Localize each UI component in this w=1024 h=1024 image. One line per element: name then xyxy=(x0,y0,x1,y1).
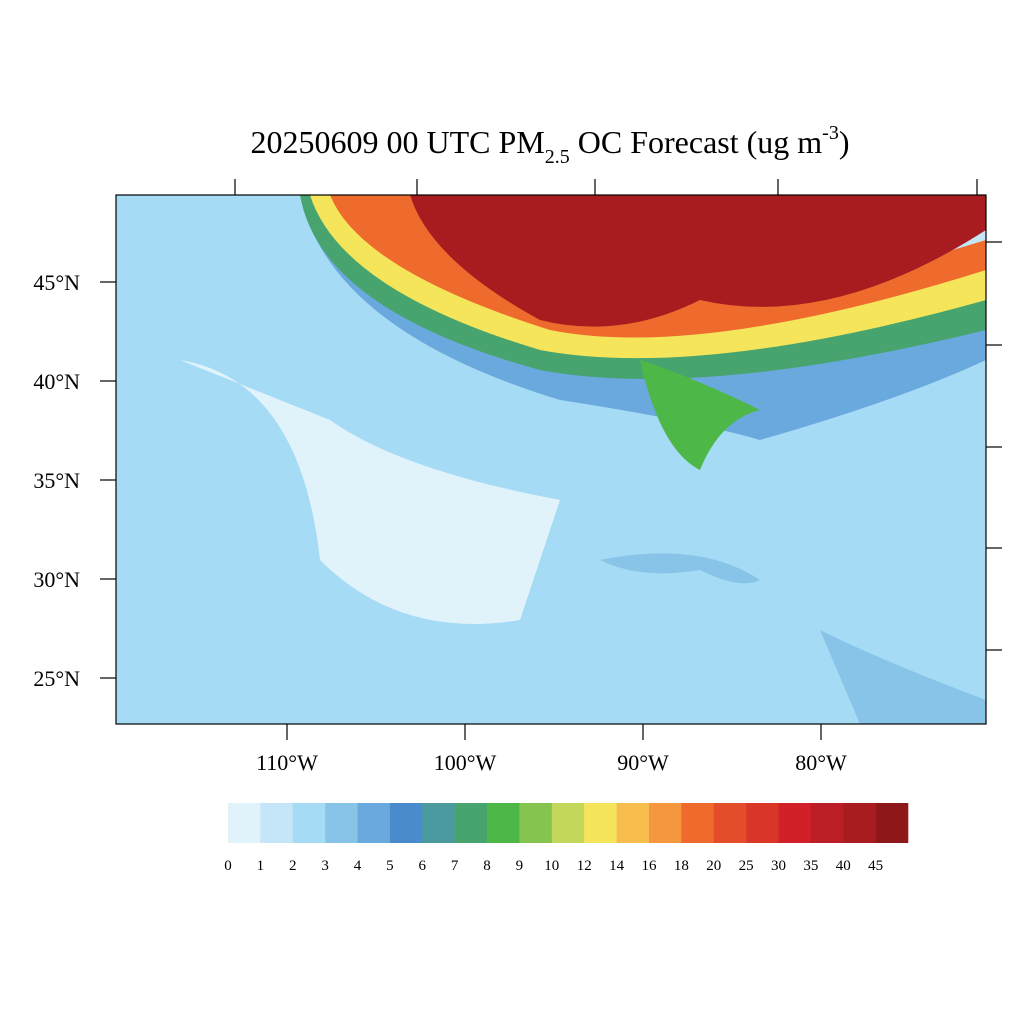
map-frame xyxy=(115,194,987,725)
colorbar-box xyxy=(325,803,358,843)
colorbar-label: 25 xyxy=(739,858,754,874)
colorbar-box xyxy=(875,803,909,843)
colorbar-box xyxy=(778,803,812,843)
lat-tick-label: 40°N xyxy=(33,369,80,394)
colorbar-label: 4 xyxy=(354,858,362,874)
lat-tick-label: 30°N xyxy=(33,567,80,592)
colorbar-label: 8 xyxy=(483,858,491,874)
colorbar-label: 30 xyxy=(771,858,786,874)
title-part: OC Forecast (ug m xyxy=(570,124,823,160)
title-superscript: -3 xyxy=(822,122,839,144)
colorbar-label: 2 xyxy=(289,858,297,874)
colorbar-label: 10 xyxy=(544,858,559,874)
colorbar-box xyxy=(422,803,455,843)
lat-tick-label: 45°N xyxy=(33,270,80,295)
colorbar-box xyxy=(551,803,585,843)
title-part: ) xyxy=(839,124,850,160)
colorbar-box xyxy=(454,803,488,843)
colorbar-label: 6 xyxy=(419,858,427,874)
lat-tick-label: 25°N xyxy=(33,666,80,691)
colorbar-box xyxy=(648,803,682,843)
colorbar-label: 3 xyxy=(321,858,329,874)
lon-tick-label: 80°W xyxy=(795,750,847,775)
colorbar-box xyxy=(584,803,617,843)
colorbar-box xyxy=(616,803,650,843)
colorbar-box xyxy=(487,803,520,843)
colorbar-box xyxy=(681,803,715,843)
colorbar-box xyxy=(519,803,553,843)
colorbar-box xyxy=(810,803,844,843)
lat-tick-label: 35°N xyxy=(33,468,80,493)
colorbar-label: 1 xyxy=(257,858,265,874)
colorbar-label: 18 xyxy=(674,858,689,874)
colorbar-box xyxy=(228,803,261,843)
colorbar-box xyxy=(292,803,326,843)
colorbar-box xyxy=(843,803,876,843)
field xyxy=(116,195,986,724)
colorbar-label: 7 xyxy=(451,858,459,874)
colorbar-label: 35 xyxy=(803,858,818,874)
colorbar-label: 45 xyxy=(868,858,883,874)
projection-ticks xyxy=(234,179,1002,651)
colorbar-label: 0 xyxy=(224,858,232,874)
colorbar-label: 40 xyxy=(836,858,851,874)
colorbar-box xyxy=(389,803,423,843)
title-part: 20250609 00 UTC PM xyxy=(251,124,545,160)
colorbar-box xyxy=(357,803,391,843)
colorbar-label: 20 xyxy=(706,858,721,874)
colorbar-box xyxy=(260,803,294,843)
colorbar-label: 12 xyxy=(577,858,592,874)
lon-tick-label: 90°W xyxy=(617,750,669,775)
lon-tick-label: 100°W xyxy=(434,750,497,775)
lon-tick-label: 110°W xyxy=(256,750,318,775)
colorbar-label: 5 xyxy=(386,858,394,874)
colorbar-label: 16 xyxy=(641,858,657,874)
title: 20250609 00 UTC PM2.5 OC Forecast (ug m-… xyxy=(251,122,850,168)
title-subscript: 2.5 xyxy=(545,146,570,168)
colorbar-label: 14 xyxy=(609,858,625,874)
colorbar-label: 9 xyxy=(516,858,524,874)
colorbar-box xyxy=(746,803,779,843)
colorbar-box xyxy=(713,803,747,843)
